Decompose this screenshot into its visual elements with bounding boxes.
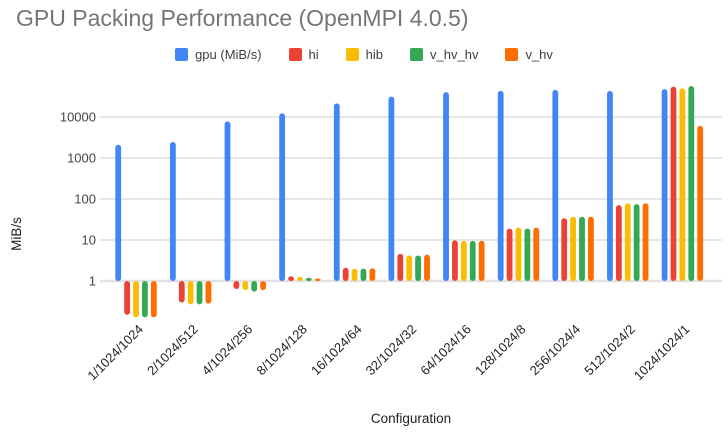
x-axis-tick-label: 512/1024/2 [581,322,638,379]
bar-gpu-mib-s--1/1024/1024[interactable] [115,144,122,281]
bar-gpu-mib-s--1024/1024/1[interactable] [661,89,668,281]
bar-v-hv-8/1024/128[interactable] [314,278,321,281]
x-axis-tick-label: 1/1024/1024 [84,322,146,384]
legend-swatch-icon [345,48,359,61]
legend-item-label: hi [308,47,319,62]
legend-item-label: v_hv [525,47,553,62]
legend-swatch-icon [175,48,189,61]
bar-hib-512/1024/2[interactable] [624,203,631,281]
legend-item-label: gpu (MiB/s) [195,47,262,62]
bar-v-hv-16/1024/64[interactable] [369,268,376,281]
legend-swatch-icon [410,48,424,61]
legend-item-label: hib [365,47,384,62]
bar-hi-16/1024/64[interactable] [342,267,349,281]
bar-v-hv-hv-4/1024/256[interactable] [251,281,258,292]
bar-gpu-mib-s--64/1024/16[interactable] [443,92,449,281]
y-axis-tick-label: 10000 [60,110,96,125]
y-axis-title: MiB/s [9,217,24,251]
x-axis-tick-label: 1024/1024/1 [631,322,693,384]
bar-v-hv-hv-128/1024/8[interactable] [524,228,531,281]
bar-hi-2/1024/512[interactable] [178,281,185,303]
y-axis-tick-label: 1000 [67,151,96,166]
x-axis-tick-label: 32/1024/32 [363,322,420,379]
legend-item-hi[interactable]: hi [288,47,319,62]
bar-gpu-mib-s--16/1024/64[interactable] [333,103,340,281]
bar-v-hv-hv-64/1024/16[interactable] [469,240,476,281]
bar-v-hv-32/1024/32[interactable] [424,254,430,281]
bar-gpu-mib-s--512/1024/2[interactable] [607,91,613,281]
bar-hi-256/1024/4[interactable] [561,218,568,281]
y-axis-tick-label: 10 [82,233,96,248]
bar-hi-1024/1024/1[interactable] [670,86,677,281]
chart-legend: gpu (MiB/s) hi hib v_hv_hv v_hv [0,47,728,62]
chart-title: GPU Packing Performance (OpenMPI 4.0.5) [16,5,469,31]
bar-hib-16/1024/64[interactable] [351,268,358,281]
bar-hib-1/1024/1024[interactable] [133,281,139,318]
bar-v-hv-hv-512/1024/2[interactable] [633,204,640,281]
legend-item-v-hv[interactable]: v_hv [505,47,553,62]
bar-v-hv-hv-32/1024/32[interactable] [415,255,421,281]
bar-v-hv-64/1024/16[interactable] [478,240,485,281]
bar-v-hv-hv-1/1024/1024[interactable] [142,281,148,318]
x-axis-tick-label: 8/1024/128 [253,322,310,379]
bar-v-hv-128/1024/8[interactable] [533,227,540,281]
bar-hib-256/1024/4[interactable] [570,216,577,281]
bar-v-hv-512/1024/2[interactable] [642,203,649,281]
bar-hi-128/1024/8[interactable] [506,228,513,281]
y-axis-tick-label: 1 [89,274,96,289]
bar-hib-128/1024/8[interactable] [515,227,522,281]
bar-v-hv-hv-8/1024/128[interactable] [305,277,312,281]
bar-v-hv-2/1024/512[interactable] [205,281,212,304]
bar-hib-1024/1024/1[interactable] [679,88,686,282]
legend-swatch-icon [288,48,302,61]
bar-v-hv-4/1024/256[interactable] [260,281,266,291]
bar-hib-64/1024/16[interactable] [460,240,467,281]
bar-hib-4/1024/256[interactable] [242,281,249,291]
bar-v-hv-1024/1024/1[interactable] [697,125,704,281]
bar-v-hv-hv-2/1024/512[interactable] [196,281,203,305]
legend-item-label: v_hv_hv [430,47,479,62]
bar-hib-8/1024/128[interactable] [297,277,303,281]
bar-hi-512/1024/2[interactable] [615,205,622,281]
legend-item-gpu-mib-s-[interactable]: gpu (MiB/s) [175,47,262,62]
legend-item-hib[interactable]: hib [345,47,384,62]
x-axis-tick-label: 16/1024/64 [308,322,365,379]
bar-gpu-mib-s--4/1024/256[interactable] [224,121,231,281]
y-axis-tick-label: 100 [74,192,96,207]
bar-hi-1/1024/1024[interactable] [124,281,131,315]
x-axis-tick-label: 64/1024/16 [417,322,474,379]
x-axis-title: Configuration [371,411,451,426]
x-axis-tick-label: 4/1024/256 [199,322,256,379]
bar-hi-64/1024/16[interactable] [452,240,458,281]
bar-gpu-mib-s--2/1024/512[interactable] [169,142,176,281]
bar-v-hv-hv-256/1024/4[interactable] [579,216,585,281]
bar-gpu-mib-s--256/1024/4[interactable] [552,89,559,281]
x-axis-tick-label: 128/1024/8 [472,322,529,379]
bar-v-hv-256/1024/4[interactable] [588,216,594,281]
bar-gpu-mib-s--128/1024/8[interactable] [497,90,504,282]
bar-hib-2/1024/512[interactable] [187,281,194,305]
legend-item-v-hv-hv[interactable]: v_hv_hv [410,47,478,62]
bar-gpu-mib-s--8/1024/128[interactable] [279,113,286,281]
x-axis-tick-label: 256/1024/4 [527,322,584,379]
bar-hi-8/1024/128[interactable] [288,276,294,281]
bar-hib-32/1024/32[interactable] [406,255,413,281]
x-axis-tick-label: 2/1024/512 [144,322,201,379]
bar-v-hv-1/1024/1024[interactable] [150,281,157,318]
bar-hi-32/1024/32[interactable] [397,253,404,281]
bar-v-hv-hv-1024/1024/1[interactable] [688,86,695,282]
bar-v-hv-hv-16/1024/64[interactable] [360,268,367,281]
bar-hi-4/1024/256[interactable] [233,281,240,289]
legend-swatch-icon [505,48,519,61]
bar-gpu-mib-s--32/1024/32[interactable] [388,96,395,281]
